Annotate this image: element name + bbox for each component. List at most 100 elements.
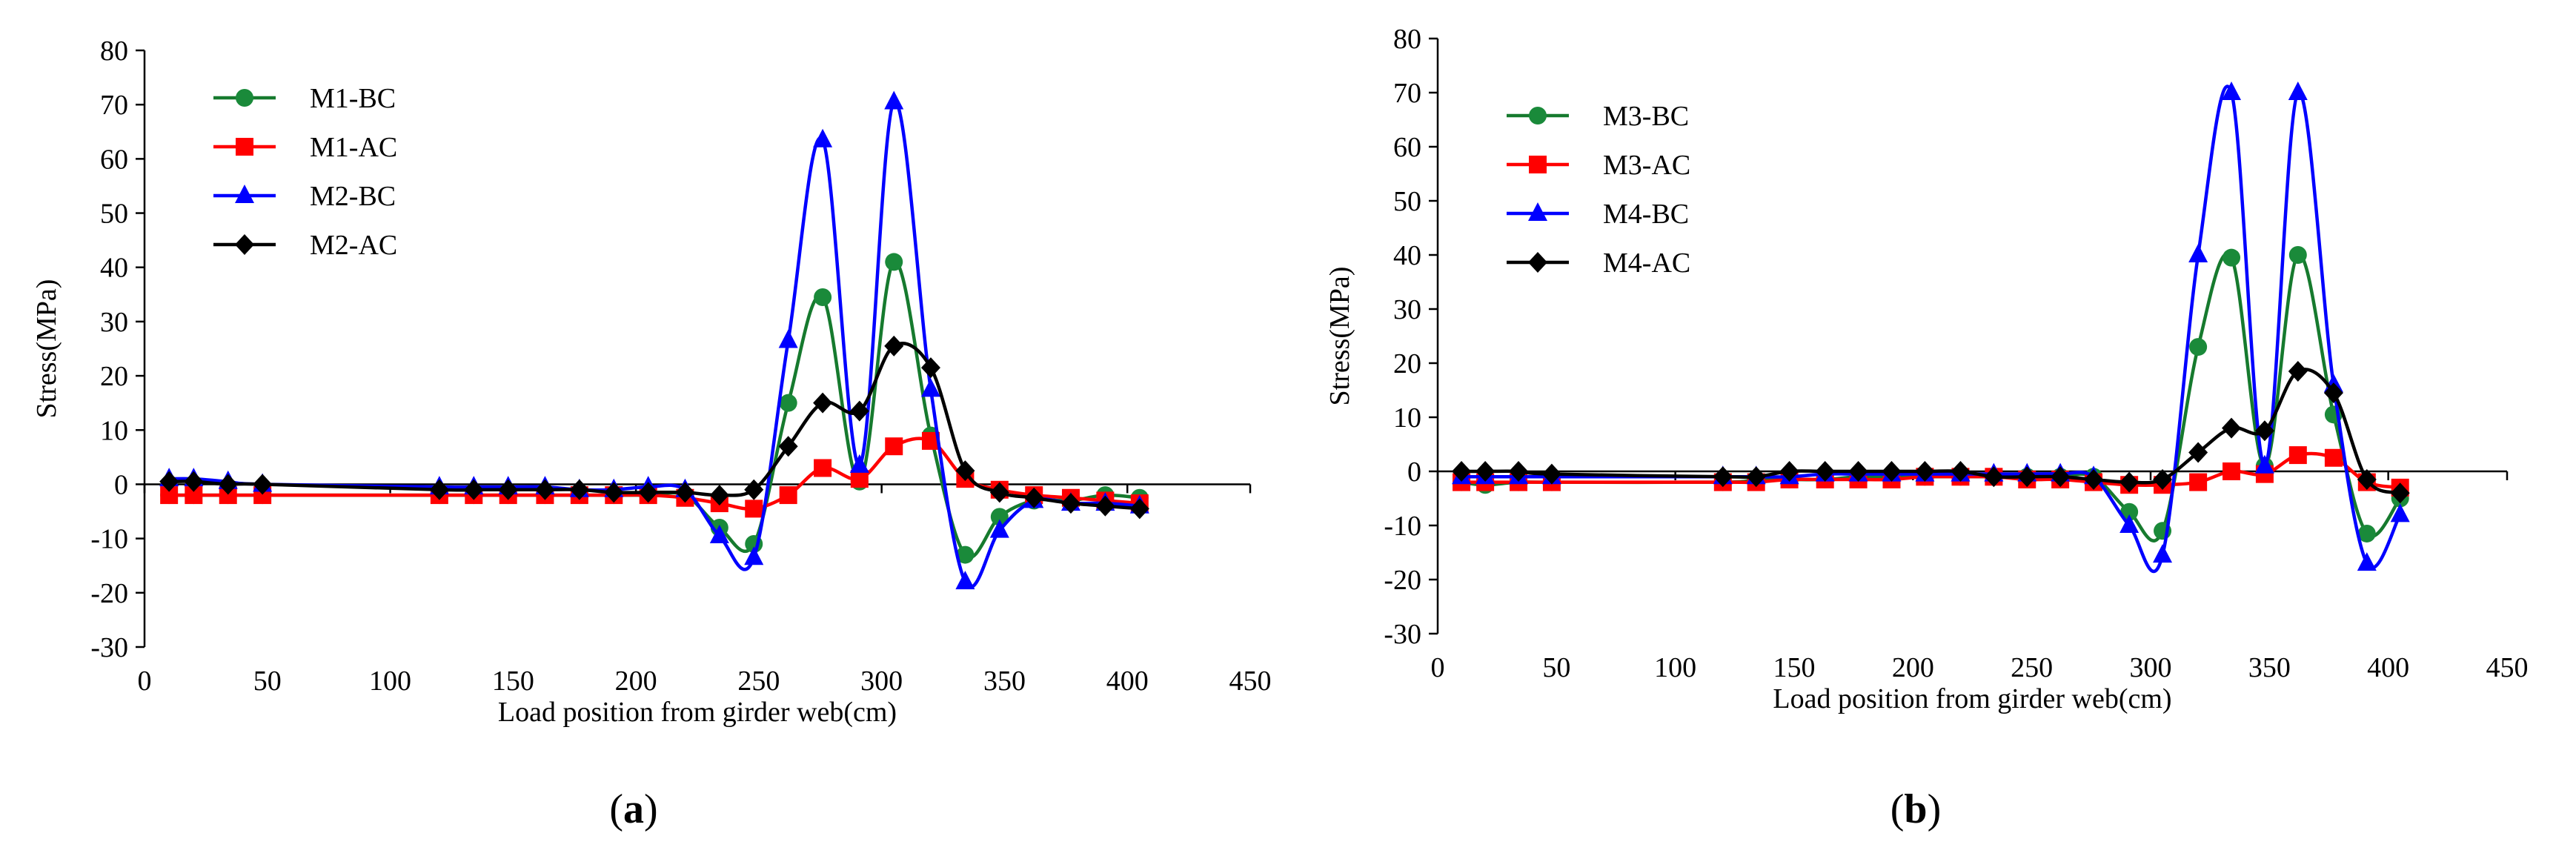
legend: M3-BC M3-AC M4-BC M4-AC — [1507, 101, 1690, 279]
chart-panel-b: -30 -20 -10 0 10 20 30 40 50 60 70 80 0 50 100 150 200 25… — [1324, 24, 2529, 832]
y-tick-label: 70 — [1393, 78, 1421, 109]
data-point-M4-BC — [2222, 82, 2242, 100]
data-point-M3-BC — [2189, 338, 2208, 356]
data-point-M1-AC — [185, 486, 203, 505]
x-tick-label: 450 — [2486, 652, 2529, 683]
data-point-M2-BC — [778, 329, 798, 348]
y-tick-label: 10 — [100, 415, 128, 446]
legend-item-M4-AC: M4-AC — [1507, 248, 1690, 279]
data-point-M2-AC — [744, 479, 764, 500]
legend-swatch-marker — [235, 234, 254, 255]
data-point-M4-BC — [2357, 552, 2377, 571]
data-point-M2-AC — [638, 482, 658, 503]
data-point-M4-AC — [1452, 461, 1472, 482]
data-point-M4-AC — [1541, 463, 1561, 485]
data-point-M4-AC — [2222, 417, 2242, 439]
data-point-M2-BC — [849, 454, 869, 473]
data-point-M2-AC — [253, 474, 273, 495]
data-point-M1-BC — [779, 394, 797, 412]
y-tick-label: 40 — [1393, 240, 1421, 271]
x-tick-label: 0 — [1431, 652, 1445, 683]
data-point-M4-AC — [1984, 466, 2004, 488]
data-point-M4-AC — [1475, 461, 1496, 482]
legend-item-M2-BC: M2-BC — [213, 181, 396, 212]
data-point-M4-AC — [1951, 461, 1971, 482]
data-point-M1-BC — [956, 545, 975, 564]
legend-swatch-marker — [1528, 252, 1547, 273]
panel-label: (a) — [609, 786, 657, 832]
data-point-M4-BC — [2288, 82, 2308, 100]
legend-label: M3-AC — [1603, 150, 1690, 181]
y-tick-label: 40 — [100, 253, 128, 284]
data-point-M2-BC — [813, 128, 833, 147]
legend-item-M1-AC: M1-AC — [213, 132, 397, 163]
panel-label-letter: b — [1904, 786, 1927, 832]
data-point-M4-AC — [2017, 466, 2037, 488]
x-tick-label: 300 — [860, 666, 903, 697]
y-tick-label: 60 — [1393, 132, 1421, 163]
data-point-M2-BC — [989, 519, 1009, 538]
series-M4-AC — [1452, 360, 2410, 504]
data-point-M4-AC — [2357, 468, 2377, 490]
data-point-M2-AC — [849, 400, 869, 422]
data-point-M2-AC — [989, 482, 1009, 503]
data-point-M2-AC — [955, 460, 975, 482]
data-point-M2-AC — [813, 392, 833, 414]
data-point-M2-BC — [884, 90, 904, 110]
data-point-M3-BC — [2223, 248, 2241, 267]
data-point-M2-BC — [920, 378, 940, 397]
data-point-M3-BC — [2288, 246, 2307, 264]
x-tick-label: 250 — [737, 666, 780, 697]
data-point-M2-AC — [464, 479, 484, 500]
data-point-M4-BC — [2254, 454, 2274, 474]
y-tick-label: 20 — [1393, 348, 1421, 379]
legend-item-M2-AC: M2-AC — [213, 230, 397, 261]
x-tick-label: 0 — [138, 666, 152, 697]
data-point-M1-AC — [779, 486, 797, 505]
data-point-M2-AC — [778, 436, 798, 457]
legend-label: M1-AC — [310, 132, 397, 163]
data-point-M3-AC — [2288, 446, 2307, 465]
panel-label: (b) — [1890, 786, 1941, 832]
x-tick-label: 450 — [1229, 666, 1272, 697]
data-point-M2-AC — [1060, 493, 1080, 514]
x-tick-label: 50 — [1542, 652, 1570, 683]
data-point-M2-BC — [744, 546, 764, 565]
data-point-M4-AC — [2084, 468, 2104, 490]
y-tick-label: 0 — [114, 469, 128, 500]
legend: M1-BC M1-AC M2-BC M2-AC — [213, 83, 397, 261]
data-point-M1-BC — [990, 508, 1009, 526]
y-tick-label: 20 — [100, 361, 128, 392]
data-point-M3-BC — [2357, 524, 2376, 543]
x-tick-label: 50 — [253, 666, 282, 697]
x-tick-label: 350 — [2248, 652, 2291, 683]
data-point-M4-BC — [2119, 514, 2140, 533]
legend-item-M1-BC: M1-BC — [213, 83, 396, 114]
data-point-M4-AC — [2119, 471, 2140, 493]
y-tick-label: 80 — [1393, 24, 1421, 55]
data-point-M2-AC — [604, 482, 624, 503]
x-tick-label: 150 — [1773, 652, 1816, 683]
data-point-M4-AC — [1915, 461, 1935, 482]
data-point-M3-AC — [2223, 462, 2241, 480]
y-tick-label: 60 — [100, 144, 128, 175]
x-axis-title: Load position from girder web(cm) — [498, 697, 897, 728]
legend-swatch-marker — [1529, 107, 1547, 125]
data-point-M4-AC — [1713, 466, 1733, 488]
data-point-M4-AC — [2254, 420, 2274, 442]
data-point-M4-AC — [2288, 360, 2308, 382]
data-point-M1-AC — [745, 500, 763, 518]
legend-item-M3-AC: M3-AC — [1507, 150, 1690, 181]
y-tick-label: 80 — [100, 36, 128, 67]
x-tick-label: 400 — [1106, 666, 1149, 697]
data-point-M4-AC — [1509, 461, 1529, 482]
data-point-M2-AC — [535, 479, 555, 500]
data-point-M3-AC — [2189, 473, 2208, 491]
x-tick-label: 300 — [2130, 652, 2172, 683]
legend-label: M3-BC — [1603, 101, 1689, 132]
x-tick-label: 100 — [1654, 652, 1696, 683]
data-point-M1-AC — [885, 437, 903, 456]
data-point-M4-BC — [2153, 544, 2173, 563]
legend-label: M4-AC — [1603, 248, 1690, 279]
data-point-M4-AC — [2390, 482, 2410, 504]
